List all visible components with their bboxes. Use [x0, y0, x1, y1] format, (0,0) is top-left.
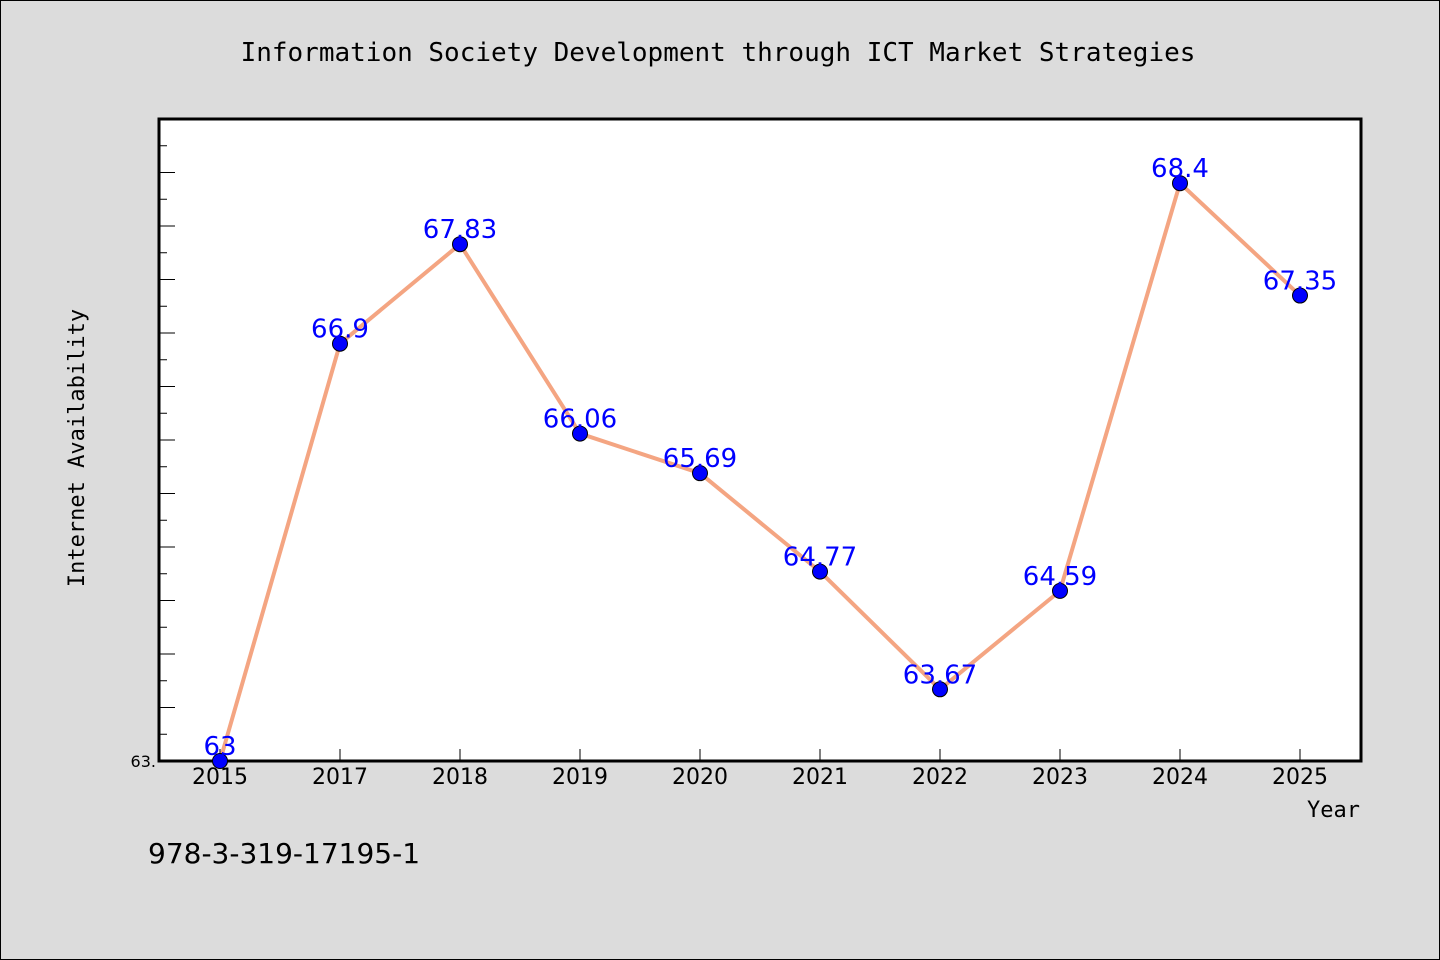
x-tick-labels: 2015 2017 2018 2019 2020 2021 2022 2023 2024 2025 — [192, 765, 1328, 790]
data-point — [1172, 175, 1188, 192]
series-layer: 63 66.9 67.83 66.06 65.69 64.77 63.67 64.59 68.4… — [203, 154, 1337, 769]
data-point — [332, 335, 348, 352]
x-tick-label: 2015 — [192, 765, 248, 790]
x-tick-label: 2018 — [432, 765, 488, 790]
plot-area — [157, 117, 1363, 763]
data-label: 68.4 — [1151, 154, 1209, 184]
isbn-footer: 978-3-319-17195-1 — [148, 837, 420, 870]
series-line — [218, 181, 1302, 763]
data-point — [692, 465, 708, 482]
data-label: 64.77 — [783, 543, 857, 573]
x-tick-label: 2020 — [672, 765, 728, 790]
data-point — [452, 236, 468, 253]
data-label: 67.83 — [423, 215, 497, 245]
data-point — [1292, 287, 1308, 304]
chart-title: Information Society Development through … — [241, 38, 1196, 68]
data-point — [932, 681, 948, 698]
x-tick-label: 2017 — [312, 765, 368, 790]
data-label: 66.06 — [543, 405, 617, 435]
x-tick-label: 2024 — [1152, 765, 1208, 790]
data-point — [212, 753, 228, 769]
x-tick-label: 2022 — [912, 765, 968, 790]
x-axis-label: Year — [1307, 798, 1360, 823]
x-tick-label: 2025 — [1272, 765, 1328, 790]
y-axis-ticks — [159, 118, 175, 762]
data-label: 63.67 — [903, 660, 977, 690]
data-label: 64.59 — [1023, 562, 1097, 592]
x-tick-label: 2021 — [792, 765, 848, 790]
x-tick-label: 2023 — [1032, 765, 1088, 790]
data-label: 67.35 — [1263, 267, 1337, 297]
y-axis-label: Internet Availability — [65, 309, 90, 587]
x-tick-label: 2019 — [552, 765, 608, 790]
data-label: 66.9 — [311, 315, 369, 345]
data-point — [1052, 582, 1068, 599]
y-tick-label: 63. — [131, 752, 156, 771]
data-label: 65.69 — [663, 444, 737, 474]
data-point — [572, 425, 588, 442]
data-label: 63 — [203, 732, 236, 762]
data-point — [812, 563, 828, 580]
